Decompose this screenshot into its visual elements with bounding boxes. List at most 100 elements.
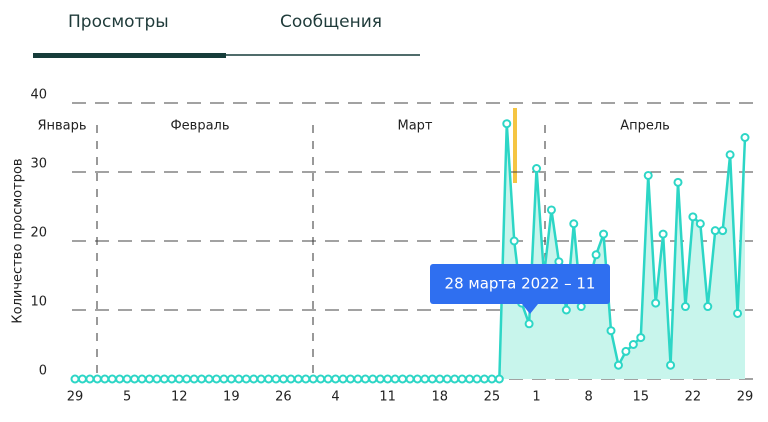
tab-views[interactable]: Просмотры [68, 12, 169, 32]
point [561, 305, 571, 315]
point [599, 229, 609, 239]
x-tick-label: 1 [532, 390, 540, 405]
month-label: Март [397, 119, 432, 134]
point [651, 298, 661, 308]
point [740, 133, 750, 142]
point [457, 374, 467, 384]
x-tick-label: 15 [633, 390, 650, 405]
point [509, 236, 519, 246]
point [472, 374, 482, 384]
point [375, 374, 385, 384]
point [643, 170, 653, 180]
point [680, 302, 690, 312]
point [308, 374, 318, 384]
point [271, 374, 281, 384]
point [398, 374, 408, 384]
point [636, 333, 646, 343]
point [450, 374, 460, 384]
point [658, 229, 668, 239]
x-tick-label: 12 [171, 390, 188, 405]
tab-messages[interactable]: Сообщения [280, 12, 382, 32]
point [606, 326, 616, 336]
month-dividers [96, 125, 546, 375]
point [293, 374, 303, 384]
point [77, 374, 87, 384]
point [286, 374, 296, 384]
point [316, 374, 326, 384]
point [353, 374, 363, 384]
x-tick-label: 18 [432, 390, 449, 405]
point [733, 308, 743, 318]
x-tick-label: 19 [223, 390, 240, 405]
point [532, 164, 542, 174]
tooltip-text: 28 марта 2022 – 11 [445, 275, 596, 293]
point [241, 374, 251, 384]
point [427, 374, 437, 384]
point [107, 374, 117, 384]
point [301, 374, 311, 384]
point [703, 302, 713, 312]
point [278, 374, 288, 384]
tooltip-pointer [522, 304, 538, 314]
point [211, 374, 221, 384]
point [360, 374, 370, 384]
point [167, 374, 177, 384]
y-tick-label: 0 [39, 364, 47, 379]
point [725, 150, 735, 160]
point [130, 374, 140, 384]
point [390, 374, 400, 384]
x-tick-label: 8 [585, 390, 593, 405]
tooltip-box [430, 264, 610, 304]
point [174, 374, 184, 384]
x-tick-label: 4 [331, 390, 339, 405]
point [204, 374, 214, 384]
y-tick-label: 10 [30, 295, 47, 310]
point [122, 374, 132, 384]
point [569, 219, 579, 229]
point [115, 374, 125, 384]
point [666, 360, 676, 370]
point [182, 374, 192, 384]
point [412, 374, 422, 384]
point [524, 319, 534, 329]
point [487, 374, 497, 384]
point [264, 374, 274, 384]
point [197, 374, 207, 384]
point [546, 205, 556, 215]
point [465, 374, 475, 384]
point [219, 374, 229, 384]
x-tick-label: 22 [685, 390, 702, 405]
month-label: Апрель [620, 119, 670, 134]
point [591, 250, 601, 260]
x-tick-label: 25 [484, 390, 501, 405]
point [323, 374, 333, 384]
highlight-marker [513, 108, 517, 183]
point [576, 302, 586, 312]
point [338, 374, 348, 384]
point [189, 374, 199, 384]
point [718, 226, 728, 236]
x-tick-label: 11 [379, 390, 396, 405]
point [159, 374, 169, 384]
point [621, 346, 631, 356]
y-tick-label: 40 [30, 88, 47, 103]
point [256, 374, 266, 384]
point [144, 374, 154, 384]
x-tick-label: 26 [275, 390, 292, 405]
x-tick-label: 5 [123, 390, 131, 405]
y-tick-label: 20 [30, 226, 47, 241]
point [479, 374, 489, 384]
point [368, 374, 378, 384]
point [234, 374, 244, 384]
month-label: Январь [37, 119, 86, 134]
point [688, 212, 698, 222]
point [331, 374, 341, 384]
x-tick-label: 29 [67, 390, 84, 405]
point [695, 219, 705, 229]
point [628, 340, 638, 349]
point [502, 119, 512, 129]
point [383, 374, 393, 384]
month-label: Февраль [170, 119, 229, 134]
point [92, 374, 102, 384]
